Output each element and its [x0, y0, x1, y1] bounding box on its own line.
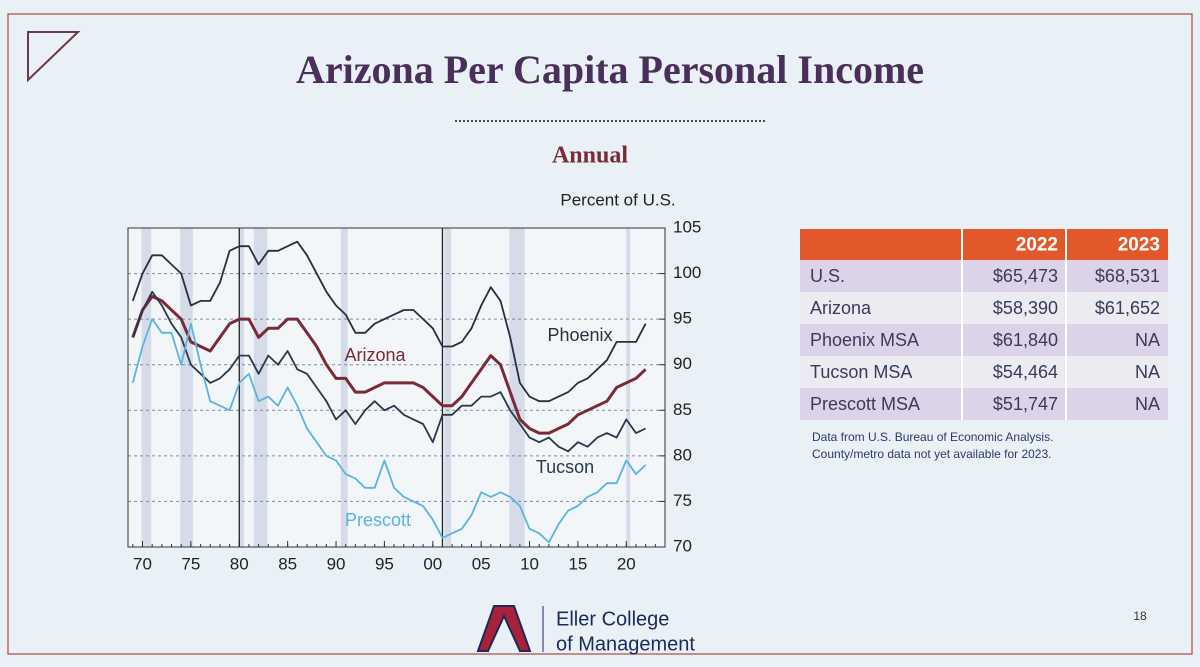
series-line [131, 294, 647, 435]
y-tick-label: 75 [673, 491, 692, 510]
table-cell: $65,473 [993, 266, 1058, 286]
x-tick-label: 20 [617, 554, 636, 573]
table-cell: $58,390 [993, 298, 1058, 318]
row-label: Prescott MSA [810, 394, 920, 414]
row-label: U.S. [810, 266, 845, 286]
table-cell: $51,747 [993, 394, 1058, 414]
logo-mark [476, 605, 532, 652]
series-label: Tucson [536, 457, 594, 477]
column-header: 2023 [1118, 235, 1160, 256]
y-tick-label: 105 [673, 217, 701, 236]
x-tick-label: 05 [472, 554, 491, 573]
series-label: Phoenix [547, 325, 612, 345]
x-tick-label: 00 [423, 554, 442, 573]
table-cell: NA [1135, 362, 1160, 382]
series-label: Arizona [344, 345, 406, 365]
slide-border [7, 13, 1193, 655]
table-cell: $61,652 [1095, 298, 1160, 318]
y-tick-label: 100 [673, 263, 701, 282]
table-row [800, 292, 1168, 324]
x-tick-label: 95 [375, 554, 394, 573]
table-cell: $61,840 [993, 330, 1058, 350]
y-axis-label: Percent of U.S. [560, 190, 675, 209]
y-tick-label: 80 [673, 445, 692, 464]
y-tick-label: 90 [673, 354, 692, 373]
logo: Eller College of Management [476, 605, 695, 655]
table-cell: NA [1135, 394, 1160, 414]
x-tick-label: 90 [327, 554, 346, 573]
y-tick-label: 70 [673, 536, 692, 555]
series-line [131, 290, 646, 453]
x-tick-label: 10 [520, 554, 539, 573]
logo-text: Eller College [556, 608, 669, 630]
table-note: County/metro data not yet available for … [812, 447, 1051, 461]
table-row [800, 388, 1168, 420]
x-tick-label: 80 [230, 554, 249, 573]
recession-band [180, 228, 193, 547]
row-label: Arizona [810, 298, 872, 318]
table-header [800, 229, 1168, 260]
series-line [131, 240, 647, 403]
row-label: Phoenix MSA [810, 330, 919, 350]
recession-band [340, 228, 348, 547]
corner-mark [27, 31, 81, 83]
table-row [800, 324, 1168, 356]
table-cell: $68,531 [1095, 266, 1160, 286]
column-header: 2022 [1016, 235, 1058, 256]
series-label: Prescott [345, 510, 411, 530]
x-tick-label: 15 [568, 554, 587, 573]
table-cell: NA [1135, 330, 1160, 350]
recession-band [141, 228, 152, 547]
x-tick-label: 75 [181, 554, 200, 573]
plot-area [128, 228, 665, 547]
recession-band [253, 228, 268, 547]
slide-title: Arizona Per Capita Personal Income [296, 47, 924, 92]
plot-frame [127, 227, 666, 548]
recession-band [509, 228, 525, 547]
table-note: Data from U.S. Bureau of Economic Analys… [812, 430, 1053, 444]
series-line [131, 318, 647, 544]
table-row [800, 356, 1168, 388]
table-cell: $54,464 [993, 362, 1058, 382]
row-label: Tucson MSA [810, 362, 912, 382]
table-row [800, 260, 1168, 292]
recession-band [444, 228, 452, 547]
logo-text: of Management [556, 633, 695, 655]
recession-band [626, 228, 631, 547]
page-number: 18 [1133, 609, 1147, 623]
x-tick-label: 70 [133, 554, 152, 573]
y-tick-label: 85 [673, 400, 692, 419]
x-tick-label: 85 [278, 554, 297, 573]
recession-band [239, 228, 245, 547]
y-tick-label: 95 [673, 309, 692, 328]
chart-title: Annual [552, 143, 628, 169]
